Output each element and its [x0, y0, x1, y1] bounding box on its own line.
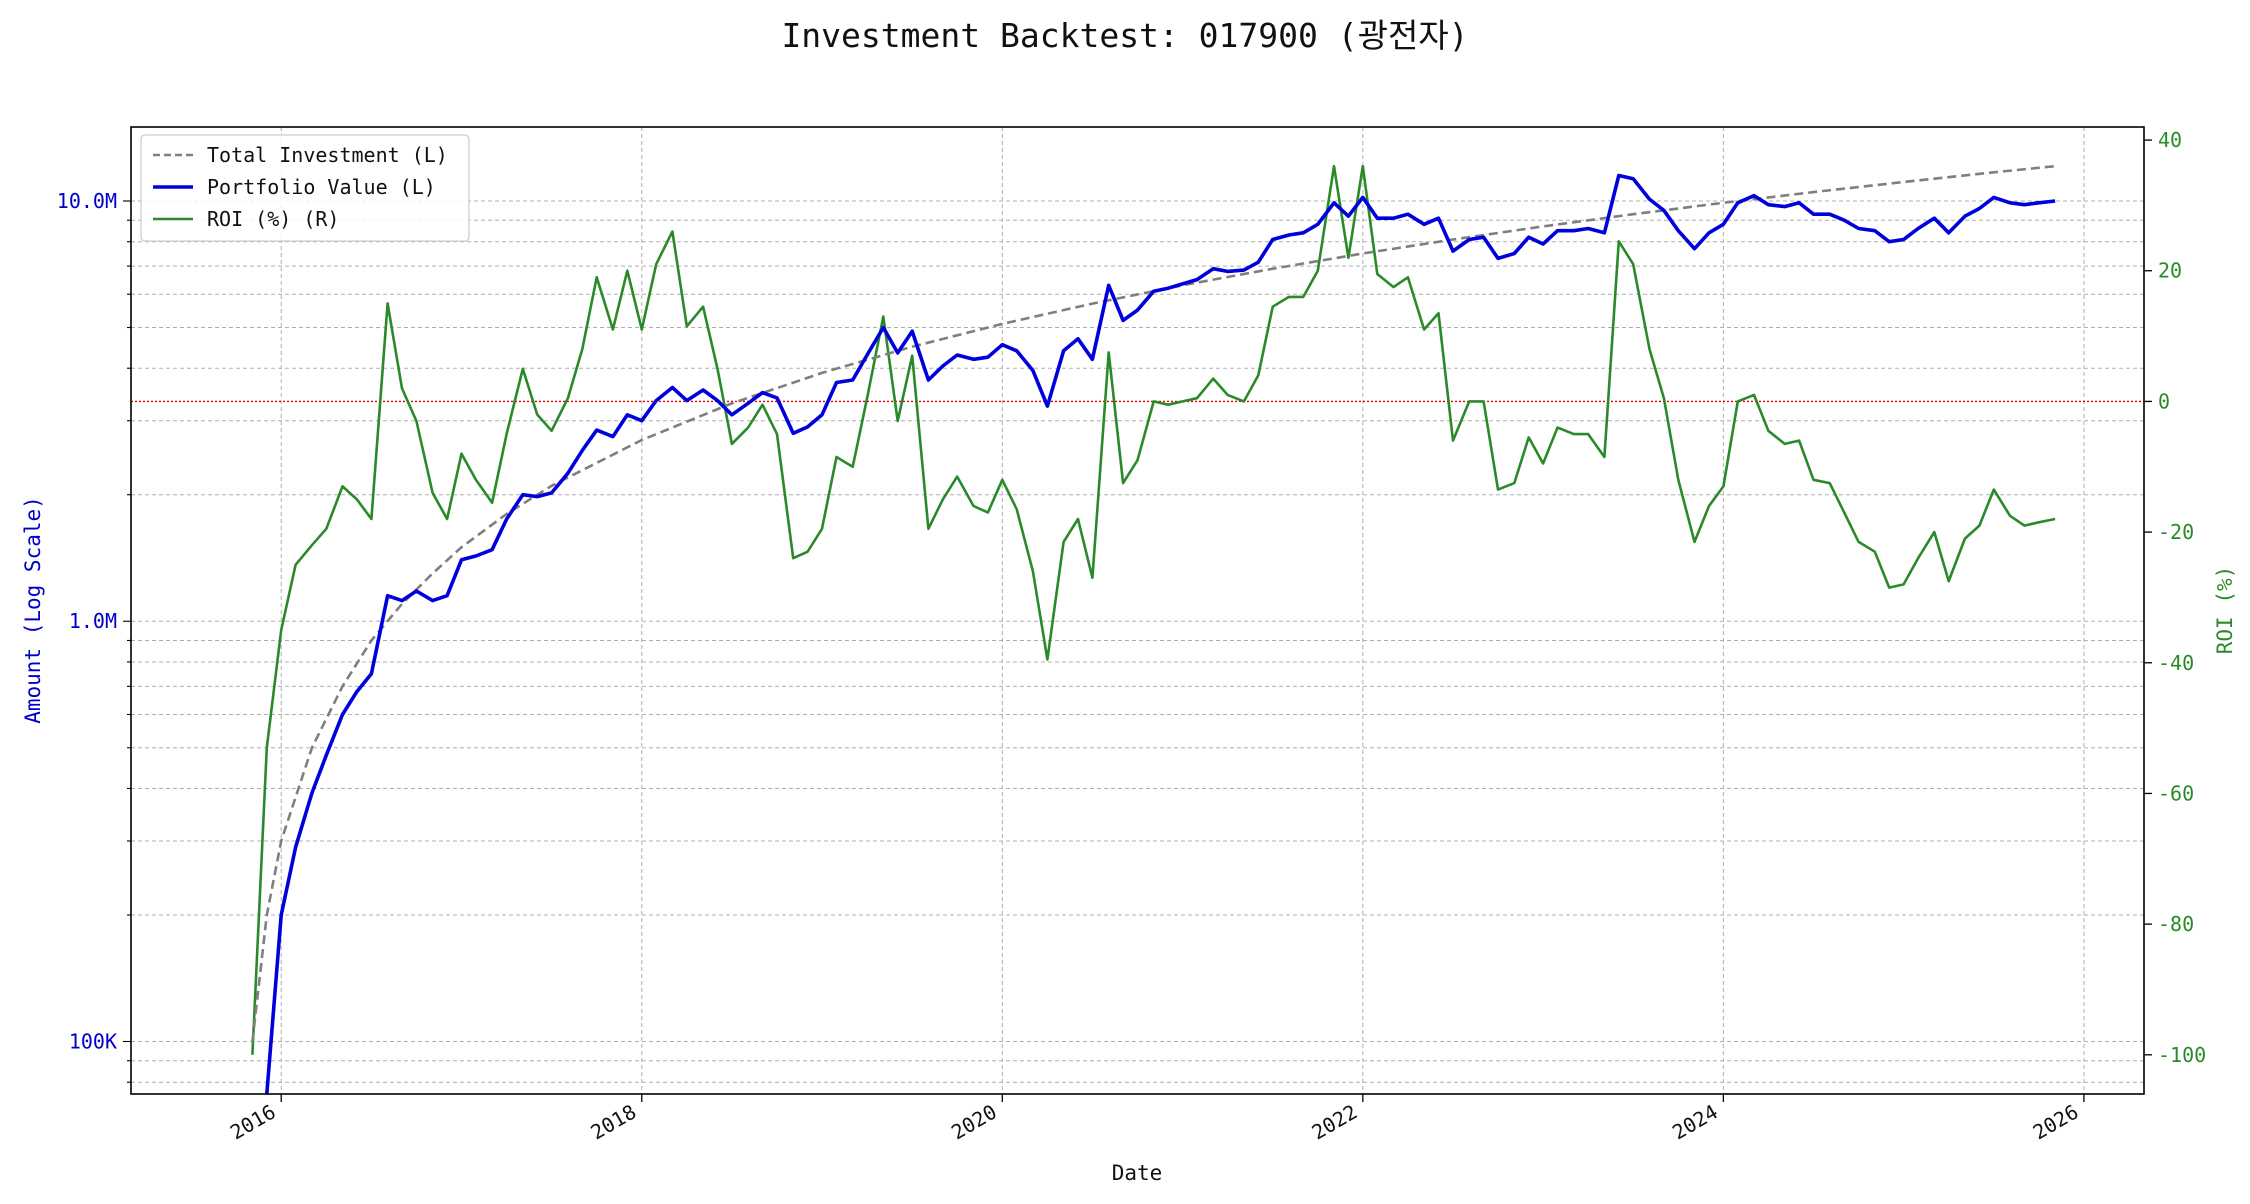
legend-label: Portfolio Value (L) [207, 175, 436, 199]
y-right-tick-label: -60 [2158, 781, 2194, 805]
x-tick-label: 2016 [226, 1100, 280, 1145]
x-tick-label: 2022 [1308, 1100, 1362, 1145]
y-left-tick-label: 100K [69, 1029, 117, 1053]
y-right-axis-label: ROI (%) [2213, 566, 2237, 655]
x-tick-label: 2018 [587, 1100, 641, 1145]
total-investment-l-line [251, 164, 2056, 1042]
axis-layer: 2016 2018 2020 2022 2024 2026 100K 1.0M 10.0M 40 2… [57, 128, 2206, 1144]
series-layer [251, 164, 2056, 1094]
portfolio-value-l-line [265, 173, 2056, 1094]
grid-layer [131, 127, 2144, 1094]
legend: Total Investment (L) Portfolio Value (L) R… [140, 134, 470, 242]
y-right-tick-label: 0 [2158, 389, 2170, 413]
y-left-tick-label: 10.0M [57, 189, 117, 213]
legend-label: Total Investment (L) [207, 143, 448, 167]
y-left-axis-label: Amount (Log Scale) [21, 496, 45, 724]
x-tick-label: 2020 [947, 1100, 1001, 1145]
legend-box [140, 134, 470, 242]
y-right-tick-label: 20 [2158, 259, 2182, 283]
y-right-tick-label: 40 [2158, 128, 2182, 152]
x-axis-label: Date [1112, 1161, 1163, 1185]
plot-frame [130, 126, 2145, 1095]
x-tick-label: 2024 [1668, 1100, 1722, 1145]
y-right-tick-label: -80 [2158, 912, 2194, 936]
y-left-tick-label: 1.0M [69, 609, 117, 633]
chart-title: Investment Backtest: 017900 (광전자) [781, 16, 1468, 55]
roi-r-line [251, 164, 2056, 1055]
y-right-tick-label: -40 [2158, 651, 2194, 675]
x-tick-label: 2026 [2029, 1100, 2083, 1145]
y-right-tick-label: -100 [2158, 1043, 2206, 1067]
y-right-tick-label: -20 [2158, 520, 2194, 544]
legend-label: ROI (%) (R) [207, 207, 339, 231]
